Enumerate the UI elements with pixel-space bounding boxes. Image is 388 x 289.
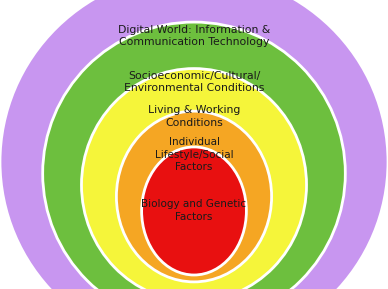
Ellipse shape bbox=[43, 22, 345, 289]
Text: Individual
Lifestyle/Social
Factors: Individual Lifestyle/Social Factors bbox=[155, 137, 233, 172]
Ellipse shape bbox=[81, 68, 307, 289]
Text: Socioeconomic/Cultural/
Environmental Conditions: Socioeconomic/Cultural/ Environmental Co… bbox=[124, 71, 264, 93]
Text: Digital World: Information &
Communication Technology: Digital World: Information & Communicati… bbox=[118, 25, 270, 47]
Text: Biology and Genetic
Factors: Biology and Genetic Factors bbox=[142, 199, 246, 222]
Ellipse shape bbox=[116, 111, 272, 282]
Text: Living & Working
Conditions: Living & Working Conditions bbox=[148, 105, 240, 128]
Ellipse shape bbox=[142, 147, 246, 275]
